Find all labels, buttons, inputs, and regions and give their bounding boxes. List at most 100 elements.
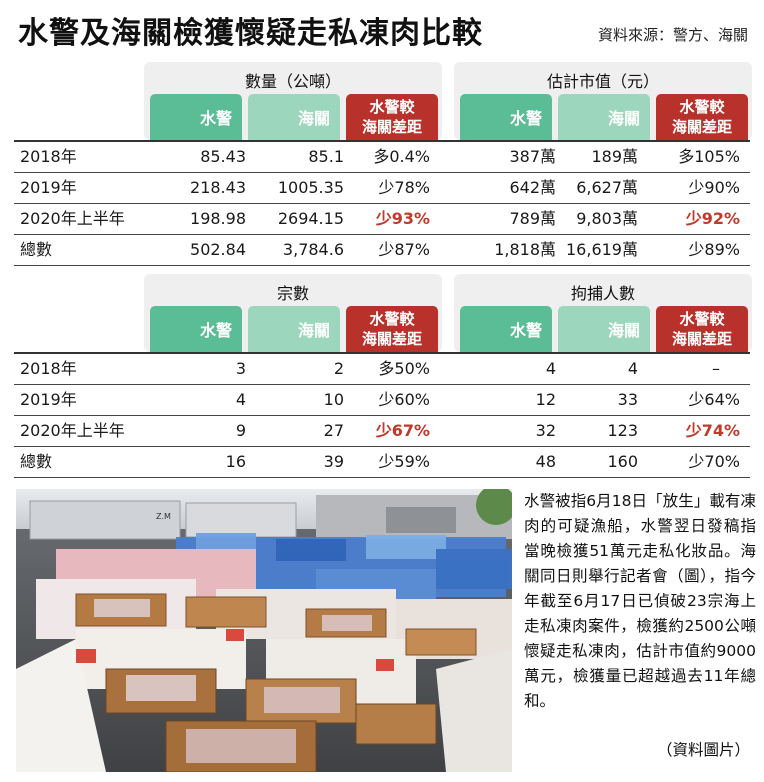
cases-gap: 少60% xyxy=(378,390,430,409)
table-rule xyxy=(14,477,750,478)
table-row: 2019年 218.43 1005.35 少78% 642萬 6,627萬 少9… xyxy=(14,172,750,203)
gap-label: 水警較 海關差距 xyxy=(671,310,732,348)
table-rule xyxy=(14,415,750,416)
table-rule xyxy=(14,203,750,204)
header-marine-cases: 水警 xyxy=(150,306,242,352)
table-row: 2020年上半年 198.98 2694.15 少93% 789萬 9,803萬… xyxy=(14,203,750,234)
value-title: 估計市值（元） xyxy=(546,72,659,91)
marine-value: 1,818萬 xyxy=(494,240,556,259)
row-label: 2019年 xyxy=(20,178,77,197)
row-label: 2018年 xyxy=(20,359,77,378)
gap-label: 水警較 海關差距 xyxy=(671,98,732,136)
table-row: 總數 16 39 少59% 48 160 少70% xyxy=(14,446,750,477)
header-gap-cases: 水警較 海關差距 xyxy=(346,306,438,352)
header-marine-quantity: 水警 xyxy=(150,94,242,140)
customs-cases: 2 xyxy=(333,359,344,378)
marine-arrests: 4 xyxy=(545,359,556,378)
header-marine-arrests: 水警 xyxy=(460,306,552,352)
table-row: 2018年 3 2 多50% 4 4 – xyxy=(14,353,750,384)
table-rule xyxy=(14,352,750,354)
customs-quantity: 3,784.6 xyxy=(282,240,344,259)
row-label: 2019年 xyxy=(20,390,77,409)
customs-arrests: 4 xyxy=(627,359,638,378)
customs-quantity: 2694.15 xyxy=(277,209,344,228)
customs-quantity: 1005.35 xyxy=(277,178,344,197)
arrests-gap: 少64% xyxy=(688,390,740,409)
header-customs-arrests: 海關 xyxy=(558,306,650,352)
table-rule xyxy=(14,234,750,235)
quantity-gap: 多0.4% xyxy=(373,147,430,166)
marine-arrests: 12 xyxy=(535,390,556,409)
marine-quantity: 218.43 xyxy=(190,178,246,197)
source-note: 資料來源：警方、海關 xyxy=(597,26,748,44)
table-rule xyxy=(14,384,750,385)
row-label: 2018年 xyxy=(20,147,77,166)
customs-value: 16,619萬 xyxy=(566,240,638,259)
header-gap-quantity: 水警較 海關差距 xyxy=(346,94,438,140)
door-sign: Z.M xyxy=(156,512,171,521)
row-label: 總數 xyxy=(20,452,53,471)
marine-cases: 9 xyxy=(235,421,246,440)
table-rule xyxy=(14,172,750,173)
cases-title: 宗數 xyxy=(276,284,309,303)
table-rule xyxy=(14,265,750,266)
customs-cases: 27 xyxy=(323,421,344,440)
customs-arrests: 123 xyxy=(607,421,638,440)
header-gap-value: 水警較 海關差距 xyxy=(656,94,748,140)
table-row: 2020年上半年 9 27 少67% 32 123 少74% xyxy=(14,415,750,446)
value-gap-highlight: 少92% xyxy=(685,209,740,228)
marine-cases: 3 xyxy=(235,359,246,378)
table-row: 2018年 85.43 85.1 多0.4% 387萬 189萬 多105% xyxy=(14,141,750,172)
photo-caption: 水警被指6月18日「放生」載有凍肉的可疑漁船，水警翌日發稿指當晚檢獲51萬元走私… xyxy=(524,492,756,710)
marine-arrests: 48 xyxy=(535,452,556,471)
photo-credit: （資料圖片） xyxy=(656,741,750,759)
header-customs-cases: 海關 xyxy=(248,306,340,352)
cases-gap: 多50% xyxy=(378,359,430,378)
customs-cases: 10 xyxy=(323,390,344,409)
header-customs-value: 海關 xyxy=(558,94,650,140)
marine-value: 642萬 xyxy=(509,178,556,197)
gap-label: 水警較 海關差距 xyxy=(361,98,422,136)
arrests-gap: – xyxy=(712,359,720,378)
marine-quantity: 198.98 xyxy=(190,209,246,228)
table-row: 總數 502.84 3,784.6 少87% 1,818萬 16,619萬 少8… xyxy=(14,234,750,265)
customs-arrests: 160 xyxy=(607,452,638,471)
seized-meat-photo: Z.M xyxy=(16,489,512,772)
customs-value: 9,803萬 xyxy=(576,209,638,228)
gap-label: 水警較 海關差距 xyxy=(361,310,422,348)
value-gap: 少89% xyxy=(688,240,740,259)
marine-quantity: 85.43 xyxy=(200,147,246,166)
table-row: 2019年 4 10 少60% 12 33 少64% xyxy=(14,384,750,415)
customs-quantity: 85.1 xyxy=(308,147,344,166)
header-gap-arrests: 水警較 海關差距 xyxy=(656,306,748,352)
arrests-gap: 少70% xyxy=(688,452,740,471)
marine-cases: 16 xyxy=(225,452,246,471)
arrests-gap-highlight: 少74% xyxy=(685,421,740,440)
photo-illustration: Z.M xyxy=(16,489,512,772)
page-title: 水警及海關檢獲懷疑走私凍肉比較 xyxy=(18,16,483,51)
marine-value: 387萬 xyxy=(509,147,556,166)
row-label: 2020年上半年 xyxy=(20,209,125,228)
customs-arrests: 33 xyxy=(617,390,638,409)
cases-gap-highlight: 少67% xyxy=(375,421,430,440)
quantity-gap: 少78% xyxy=(378,178,430,197)
marine-arrests: 32 xyxy=(535,421,556,440)
marine-quantity: 502.84 xyxy=(190,240,246,259)
table-rule xyxy=(14,140,750,142)
header-customs-quantity: 海關 xyxy=(248,94,340,140)
customs-cases: 39 xyxy=(323,452,344,471)
row-label: 總數 xyxy=(20,240,53,259)
quantity-gap: 少87% xyxy=(378,240,430,259)
row-label: 2020年上半年 xyxy=(20,421,125,440)
customs-value: 6,627萬 xyxy=(576,178,638,197)
arrests-title: 拘捕人數 xyxy=(570,284,635,303)
quantity-title: 數量（公噸） xyxy=(244,72,341,91)
header-marine-value: 水警 xyxy=(460,94,552,140)
cases-gap: 少59% xyxy=(378,452,430,471)
value-gap: 少90% xyxy=(688,178,740,197)
table-rule xyxy=(14,446,750,447)
customs-value: 189萬 xyxy=(591,147,638,166)
quantity-gap-highlight: 少93% xyxy=(375,209,430,228)
marine-cases: 4 xyxy=(235,390,246,409)
marine-value: 789萬 xyxy=(509,209,556,228)
